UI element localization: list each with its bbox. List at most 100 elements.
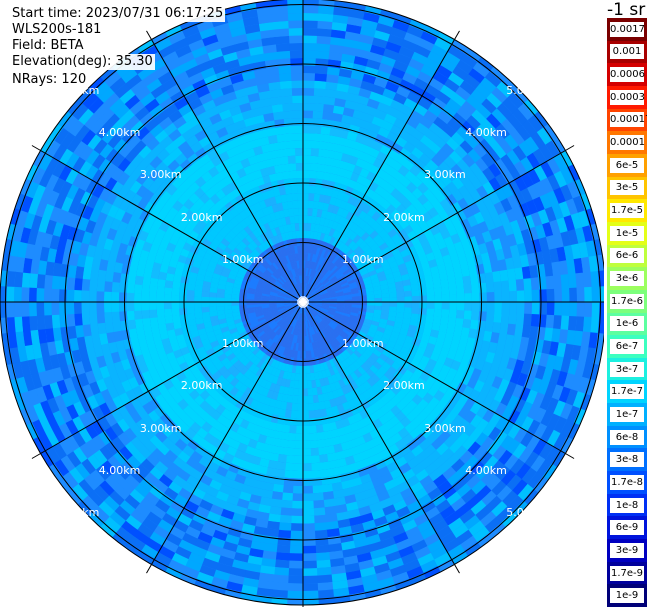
radar-bin (331, 481, 343, 492)
radar-bin (242, 278, 251, 285)
radar-bin (262, 293, 270, 297)
radar-bin (569, 287, 577, 303)
radar-bin (362, 258, 372, 267)
radar-bin (327, 334, 334, 342)
radar-bin (92, 367, 104, 382)
radar-bin (339, 264, 347, 272)
radar-bin (73, 187, 86, 203)
radar-bin (322, 279, 330, 286)
radar-bin (329, 254, 337, 263)
radar-bin (224, 201, 235, 212)
radar-bin (327, 391, 335, 401)
radar-bin (142, 426, 156, 441)
radar-bin (246, 295, 255, 300)
radar-bin (107, 385, 120, 400)
radar-bin (316, 28, 333, 38)
radar-bin (314, 186, 322, 195)
radar-bin (294, 140, 304, 149)
radar-bin (288, 560, 303, 569)
radar-bin (498, 139, 513, 155)
radar-bin (107, 455, 122, 471)
radar-bin (203, 74, 219, 86)
radar-bin (523, 375, 536, 390)
radar-bin (329, 304, 337, 308)
radar-bin (328, 350, 335, 360)
radar-bin (114, 207, 126, 222)
radar-bin (155, 90, 171, 105)
radar-bin (70, 374, 83, 390)
radar-bin (248, 363, 257, 372)
radar-bin (358, 344, 367, 352)
radar-bin (294, 448, 303, 457)
radar-bin (312, 110, 324, 120)
radar-bin (173, 70, 190, 85)
radar-bin (111, 436, 126, 451)
radar-bin (415, 421, 428, 434)
radar-bin (403, 141, 416, 154)
radar-bin (261, 299, 270, 302)
radar-bin (535, 224, 547, 240)
radar-bin (308, 350, 312, 359)
radar-bin (383, 155, 396, 167)
radar-bin (123, 175, 137, 190)
radar-bin (170, 342, 181, 352)
radar-bin (356, 316, 365, 322)
radar-bin (201, 257, 211, 266)
radar-bin (324, 89, 337, 99)
radar-bin (506, 395, 520, 410)
radar-bin (255, 376, 264, 386)
radar-bin (435, 442, 450, 456)
radar-bin (308, 193, 315, 202)
radar-bin (117, 349, 129, 362)
radar-bin (220, 205, 230, 216)
radar-bin (303, 253, 306, 261)
radar-bin (420, 426, 434, 439)
radar-bin (371, 140, 384, 152)
radar-bin (311, 215, 317, 224)
radar-bin (103, 237, 114, 251)
radar-bin (285, 281, 292, 288)
radar-bin (243, 216, 252, 226)
radar-bin (146, 341, 157, 352)
radar-bin (347, 415, 357, 425)
radar-bin (395, 153, 408, 166)
radar-bin (255, 256, 264, 265)
radar-bin (554, 288, 562, 303)
radar-bin (223, 262, 233, 270)
radar-bin (409, 427, 422, 440)
radar-bin (114, 484, 130, 501)
radar-bin (347, 85, 361, 96)
radar-bin (439, 394, 452, 407)
radar-bin (439, 84, 456, 99)
radar-bin (334, 287, 343, 292)
radar-bin (338, 370, 347, 380)
radar-bin (251, 335, 260, 343)
radar-bin (315, 255, 321, 264)
radar-bin (316, 163, 326, 173)
radar-bin (261, 489, 274, 499)
radar-bin (359, 302, 367, 306)
radar-bin (148, 367, 160, 379)
radar-bin (98, 158, 112, 174)
radar-bin (258, 503, 271, 514)
radar-bin (331, 221, 339, 230)
radar-bin (289, 310, 296, 317)
radar-bin (527, 184, 540, 201)
radar-bin (330, 320, 338, 327)
radar-bin (302, 410, 310, 419)
radar-bin (56, 352, 68, 368)
radar-bin (455, 318, 464, 328)
radar-bin (480, 153, 495, 168)
radar-bin (134, 283, 143, 294)
radar-bin (311, 140, 321, 149)
radar-bin (342, 339, 351, 348)
radar-bin (215, 102, 230, 114)
radar-bin (295, 305, 301, 312)
radar-bin (375, 345, 385, 354)
radar-bin (302, 583, 319, 591)
radar-bin (479, 302, 487, 312)
radar-bin (276, 303, 285, 307)
radar-bin (320, 276, 328, 284)
radar-bin (420, 526, 437, 540)
radar-bin (297, 253, 301, 261)
